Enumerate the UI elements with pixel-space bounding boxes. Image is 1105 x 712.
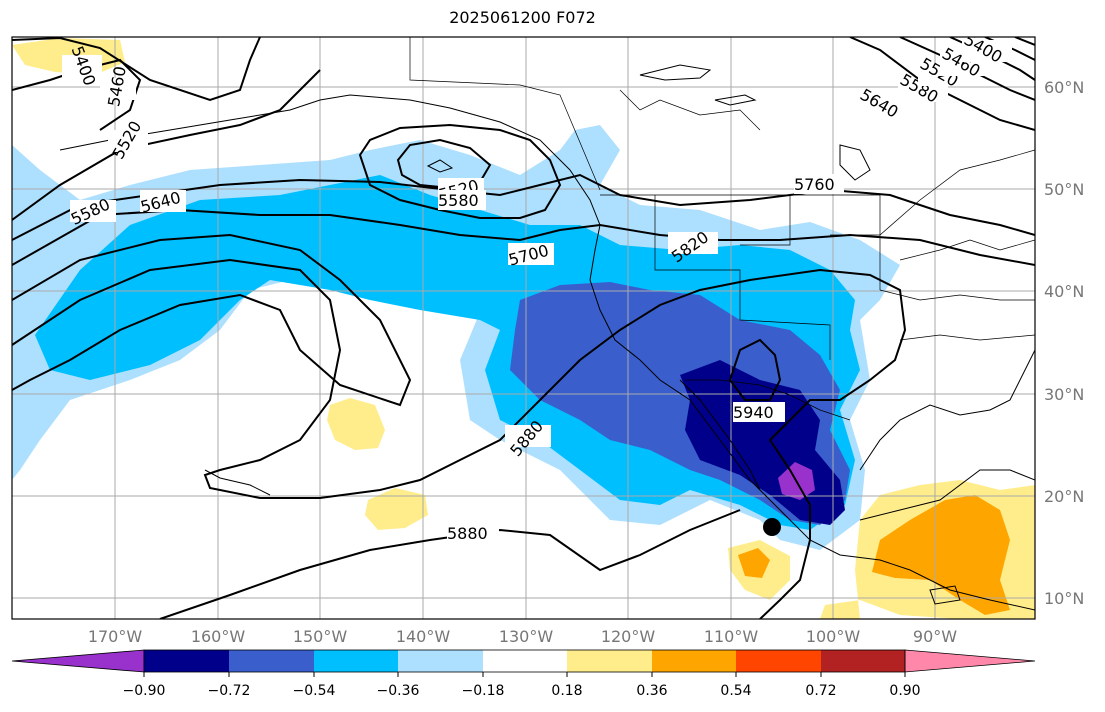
map-frame: [11, 36, 1036, 620]
colorbar-tick-label: −0.54: [293, 683, 336, 699]
colorbar-tick-label: −0.72: [208, 683, 251, 699]
shade-yellow-pacific-1: [327, 398, 385, 450]
map-title: 2025061200 F072: [449, 8, 596, 27]
lat-tick-label: 30°N: [1044, 385, 1084, 404]
colorbar-swatch: [567, 650, 652, 672]
colorbar-high-extend: [904, 649, 1036, 673]
lat-tick-label: 40°N: [1044, 282, 1084, 301]
colorbar-tick-label: −0.90: [123, 683, 166, 699]
coastlines: [59, 64, 1035, 611]
point-marker: [763, 518, 781, 536]
contour-label: 5880: [447, 524, 488, 543]
map-panel: 5400 5460 5520 5580 5640 5520 5580 5700 …: [12, 37, 1035, 619]
colorbar-tick-label: 0.18: [551, 683, 582, 699]
colorbar: −0.90 −0.72 −0.54 −0.36 −0.18 0.18 0.36 …: [11, 649, 1036, 699]
contour-label: 5580: [438, 191, 479, 210]
colorbar-tick-label: 0.90: [889, 683, 920, 699]
colorbar-swatch: [398, 650, 483, 672]
colorbar-tick-label: −0.18: [462, 683, 505, 699]
contour-labels: 5400 5460 5520 5580 5640 5520 5580 5700 …: [62, 37, 1012, 543]
lat-tick-label: 60°N: [1044, 78, 1084, 97]
lon-tick-label: 150°W: [293, 627, 348, 646]
height-contours: [12, 37, 1035, 619]
lon-tick-label: 120°W: [601, 627, 656, 646]
shade-yellow-pacific-2: [365, 488, 428, 530]
colorbar-swatch: [652, 650, 736, 672]
political-borders: [409, 37, 1035, 421]
lon-tick-label: 140°W: [396, 627, 451, 646]
colorbar-swatch: [483, 650, 567, 672]
colorbar-swatch: [821, 650, 905, 672]
contour-label: 5940: [733, 403, 774, 422]
lon-tick-label: 160°W: [191, 627, 246, 646]
lat-tick-label: 10°N: [1044, 589, 1084, 608]
longitude-labels: 170°W 160°W 150°W 140°W 130°W 120°W 110°…: [88, 627, 957, 646]
colorbar-tick-label: −0.36: [377, 683, 420, 699]
colorbar-low-extend: [11, 649, 145, 673]
colorbar-tick-label: 0.72: [805, 683, 836, 699]
colorbar-swatch: [314, 650, 398, 672]
shade-orange-mexico: [738, 548, 770, 578]
colorbar-tick-label: 0.54: [720, 683, 751, 699]
colorbar-swatch: [736, 650, 821, 672]
colorbar-swatch: [229, 650, 314, 672]
lon-tick-label: 90°W: [913, 627, 957, 646]
contour-label: 5760: [794, 175, 835, 194]
lon-tick-label: 130°W: [499, 627, 554, 646]
colorbar-swatch: [144, 650, 229, 672]
lon-tick-label: 110°W: [704, 627, 759, 646]
lon-tick-label: 170°W: [88, 627, 143, 646]
graticule: [12, 37, 1035, 619]
colorbar-tick-label: 0.36: [636, 683, 667, 699]
latitude-labels: 60°N 50°N 40°N 30°N 20°N 10°N: [1044, 78, 1084, 608]
lat-tick-label: 50°N: [1044, 180, 1084, 199]
lon-tick-label: 100°W: [806, 627, 861, 646]
shade-orange-central-america: [872, 495, 1010, 615]
lat-tick-label: 20°N: [1044, 487, 1084, 506]
